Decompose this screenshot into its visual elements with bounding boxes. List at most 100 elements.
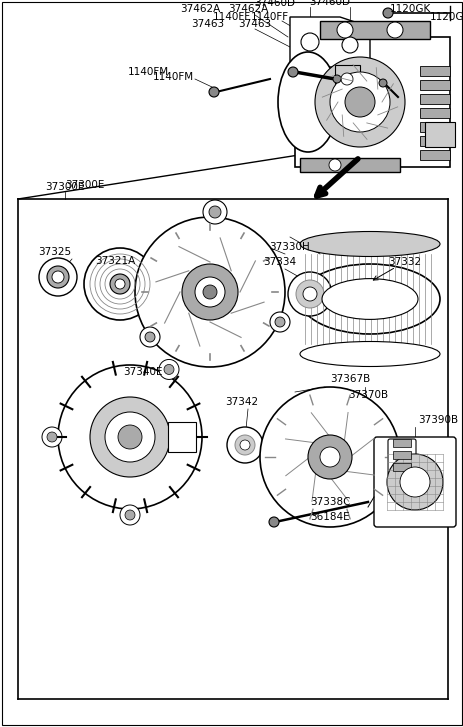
FancyBboxPatch shape bbox=[373, 437, 455, 527]
Circle shape bbox=[386, 454, 442, 510]
Text: 1120GK: 1120GK bbox=[429, 12, 463, 22]
Bar bbox=[419, 108, 449, 118]
Circle shape bbox=[208, 87, 219, 97]
Text: 37390B: 37390B bbox=[417, 415, 457, 425]
Text: 37325: 37325 bbox=[38, 247, 71, 257]
Circle shape bbox=[39, 258, 77, 296]
Circle shape bbox=[382, 8, 392, 18]
Circle shape bbox=[118, 425, 142, 449]
Circle shape bbox=[259, 387, 399, 527]
Bar bbox=[294, 37, 449, 167]
Circle shape bbox=[332, 75, 340, 83]
Text: 37370B: 37370B bbox=[347, 390, 387, 400]
Polygon shape bbox=[334, 65, 359, 92]
Circle shape bbox=[163, 364, 174, 374]
Ellipse shape bbox=[314, 57, 404, 147]
Circle shape bbox=[194, 277, 225, 307]
Text: 37462A: 37462A bbox=[227, 4, 268, 14]
Text: 36184E: 36184E bbox=[310, 512, 349, 522]
Text: 37334: 37334 bbox=[263, 257, 296, 267]
Circle shape bbox=[288, 272, 332, 316]
Polygon shape bbox=[289, 17, 369, 67]
Circle shape bbox=[300, 33, 319, 51]
Bar bbox=[419, 80, 449, 90]
Bar bbox=[419, 66, 449, 76]
Text: 37367B: 37367B bbox=[329, 374, 369, 384]
Bar bbox=[392, 451, 410, 459]
Circle shape bbox=[58, 365, 201, 509]
Circle shape bbox=[144, 332, 155, 342]
Text: 37338C: 37338C bbox=[309, 497, 350, 507]
Text: 37300E: 37300E bbox=[65, 180, 104, 190]
Text: 1140FF: 1140FF bbox=[250, 12, 288, 22]
Text: 37462A: 37462A bbox=[180, 4, 219, 14]
Bar bbox=[419, 122, 449, 132]
Text: 37463: 37463 bbox=[238, 19, 271, 29]
Circle shape bbox=[328, 159, 340, 171]
Bar bbox=[419, 150, 449, 160]
Circle shape bbox=[47, 432, 57, 442]
Bar bbox=[392, 439, 410, 447]
Circle shape bbox=[344, 87, 374, 117]
Ellipse shape bbox=[277, 52, 337, 152]
Ellipse shape bbox=[300, 264, 439, 334]
Ellipse shape bbox=[329, 72, 389, 132]
Text: 1140FM: 1140FM bbox=[127, 67, 168, 77]
Text: 37463: 37463 bbox=[191, 19, 224, 29]
Circle shape bbox=[140, 327, 160, 347]
Ellipse shape bbox=[321, 278, 417, 319]
Circle shape bbox=[115, 279, 125, 289]
Bar bbox=[424, 122, 454, 147]
Circle shape bbox=[295, 280, 323, 308]
Circle shape bbox=[269, 517, 278, 527]
Text: 37330H: 37330H bbox=[269, 242, 310, 252]
Ellipse shape bbox=[300, 231, 439, 257]
Text: 1120GK: 1120GK bbox=[389, 4, 430, 14]
Circle shape bbox=[84, 248, 156, 320]
Circle shape bbox=[239, 440, 250, 450]
Text: 37460D: 37460D bbox=[254, 0, 295, 8]
Circle shape bbox=[341, 37, 357, 53]
Circle shape bbox=[90, 397, 169, 477]
Text: 37321A: 37321A bbox=[94, 256, 135, 266]
Bar bbox=[319, 21, 429, 39]
Circle shape bbox=[340, 73, 352, 85]
Circle shape bbox=[399, 467, 429, 497]
Circle shape bbox=[288, 67, 297, 77]
Circle shape bbox=[319, 447, 339, 467]
Text: 37342: 37342 bbox=[225, 397, 258, 407]
Circle shape bbox=[120, 505, 140, 525]
Bar bbox=[392, 463, 410, 471]
Circle shape bbox=[52, 271, 64, 283]
Circle shape bbox=[386, 22, 402, 38]
Circle shape bbox=[275, 317, 284, 327]
Circle shape bbox=[378, 79, 386, 87]
Bar bbox=[391, 445, 411, 469]
Text: 37340E: 37340E bbox=[123, 367, 163, 377]
Circle shape bbox=[269, 312, 289, 332]
Circle shape bbox=[307, 435, 351, 479]
Circle shape bbox=[159, 359, 179, 379]
Circle shape bbox=[302, 287, 316, 301]
Circle shape bbox=[47, 266, 69, 288]
Circle shape bbox=[234, 435, 255, 455]
Circle shape bbox=[105, 412, 155, 462]
Circle shape bbox=[208, 206, 220, 218]
Bar bbox=[419, 94, 449, 104]
Bar bbox=[300, 158, 399, 172]
Text: 37332: 37332 bbox=[388, 257, 421, 267]
Ellipse shape bbox=[300, 342, 439, 366]
Circle shape bbox=[203, 200, 226, 224]
Bar bbox=[168, 422, 195, 452]
Circle shape bbox=[42, 427, 62, 447]
FancyBboxPatch shape bbox=[387, 439, 415, 479]
Circle shape bbox=[110, 274, 130, 294]
Text: 37460D: 37460D bbox=[309, 0, 350, 7]
Circle shape bbox=[336, 22, 352, 38]
Circle shape bbox=[125, 510, 135, 520]
Circle shape bbox=[226, 427, 263, 463]
Text: 1140FF: 1140FF bbox=[213, 12, 250, 22]
Text: 1140FM: 1140FM bbox=[152, 72, 193, 82]
Text: 37300E: 37300E bbox=[45, 182, 85, 192]
Bar bbox=[419, 136, 449, 146]
